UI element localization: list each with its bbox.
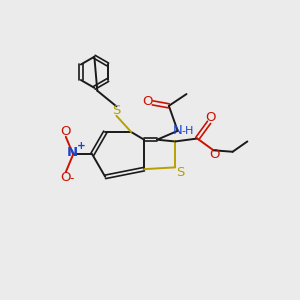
Text: +: + (77, 141, 86, 151)
Text: -: - (69, 172, 73, 185)
Text: O: O (210, 148, 220, 161)
Text: O: O (60, 172, 70, 184)
Text: S: S (176, 166, 185, 179)
Text: O: O (142, 95, 153, 108)
Text: S: S (112, 104, 120, 117)
Text: O: O (60, 125, 70, 138)
Text: O: O (205, 111, 216, 124)
Text: N: N (67, 146, 78, 159)
Text: N: N (173, 124, 183, 137)
Text: -H: -H (182, 126, 194, 136)
